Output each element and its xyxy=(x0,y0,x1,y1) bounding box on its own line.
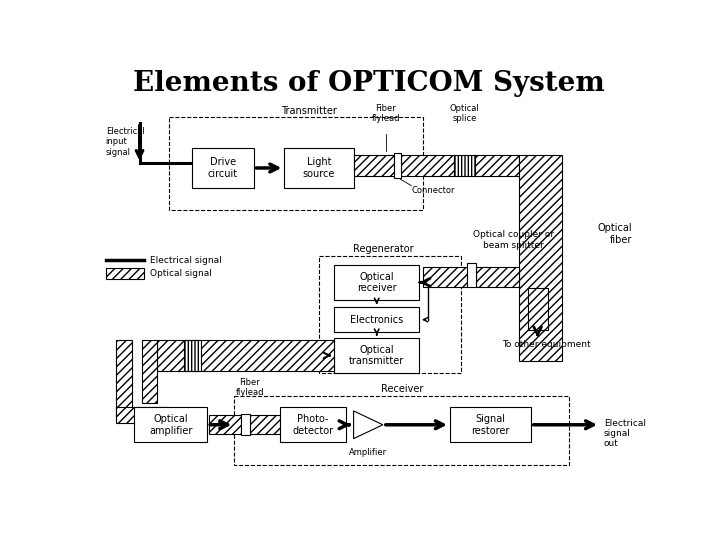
Bar xyxy=(284,148,354,188)
Bar xyxy=(168,117,423,210)
Bar xyxy=(476,267,519,287)
Bar xyxy=(192,148,253,188)
Text: Optical
fiber: Optical fiber xyxy=(598,224,632,245)
Text: Elements of OPTICOM System: Elements of OPTICOM System xyxy=(133,70,605,97)
Bar xyxy=(334,265,419,300)
Text: Electronics: Electronics xyxy=(350,315,403,325)
Text: Amplifier: Amplifier xyxy=(349,448,387,457)
Text: Connector: Connector xyxy=(411,186,455,195)
Bar xyxy=(354,155,394,177)
Bar xyxy=(234,396,570,465)
Polygon shape xyxy=(354,411,383,438)
Text: Electrical signal: Electrical signal xyxy=(150,256,221,265)
Bar xyxy=(394,153,401,178)
Bar xyxy=(184,340,201,372)
Bar xyxy=(134,408,207,442)
Bar xyxy=(106,268,144,279)
Bar xyxy=(334,307,419,332)
Text: Drive
circuit: Drive circuit xyxy=(207,157,238,179)
Bar xyxy=(157,340,334,372)
Bar xyxy=(423,267,467,287)
Bar xyxy=(454,155,475,177)
Bar xyxy=(319,256,462,373)
Bar xyxy=(519,155,562,361)
Bar xyxy=(250,415,281,434)
Text: Optical
amplifier: Optical amplifier xyxy=(149,414,192,436)
Bar xyxy=(528,288,548,330)
Bar xyxy=(281,408,346,442)
Text: Fiber
flylead: Fiber flylead xyxy=(372,104,400,123)
Bar xyxy=(117,340,132,417)
Bar xyxy=(475,155,519,177)
Text: To other equipment: To other equipment xyxy=(502,340,590,349)
Text: Electrical
input
signal: Electrical input signal xyxy=(106,127,145,157)
Text: Electrical
signal
out: Electrical signal out xyxy=(604,418,646,448)
Text: Transmitter: Transmitter xyxy=(281,106,336,116)
Text: Optical
splice: Optical splice xyxy=(449,104,480,123)
Text: Optical
transmitter: Optical transmitter xyxy=(349,345,405,366)
Bar xyxy=(142,340,157,403)
Bar xyxy=(467,264,476,287)
Text: Light
source: Light source xyxy=(303,157,335,179)
Text: Receiver: Receiver xyxy=(381,384,423,394)
Text: Photo-
detector: Photo- detector xyxy=(292,414,334,436)
Text: Regenerator: Regenerator xyxy=(353,244,413,254)
Bar xyxy=(401,155,454,177)
Text: Signal
restorer: Signal restorer xyxy=(471,414,510,436)
Bar xyxy=(450,408,531,442)
Text: Fiber
flylead: Fiber flylead xyxy=(235,378,264,397)
Bar xyxy=(209,415,241,434)
Text: Optical
receiver: Optical receiver xyxy=(357,272,397,293)
Bar xyxy=(334,338,419,373)
Text: Optical coupler or
beam splitter: Optical coupler or beam splitter xyxy=(473,230,554,249)
Bar xyxy=(117,408,168,423)
Bar xyxy=(241,414,250,435)
Text: Optical signal: Optical signal xyxy=(150,269,212,278)
